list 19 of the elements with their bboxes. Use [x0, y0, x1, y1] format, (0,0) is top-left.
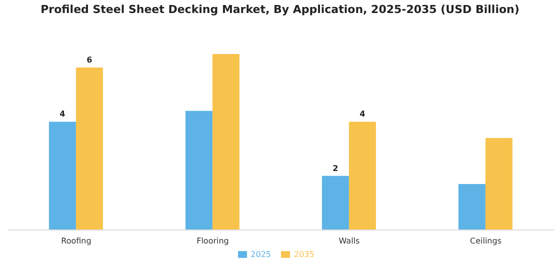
legend-label: 2025: [250, 250, 271, 259]
x-tick-label: Walls: [338, 236, 360, 246]
chart-title: Profiled Steel Sheet Decking Market, By Application, 2025-2035 (USD Billion): [40, 3, 520, 16]
bar: [212, 54, 240, 230]
data-label: 2: [332, 164, 338, 173]
bar: [322, 176, 349, 230]
bar: [185, 110, 212, 230]
data-label: 6: [86, 56, 93, 65]
x-tick-label: Roofing: [61, 236, 92, 246]
data-label: 4: [360, 110, 366, 119]
x-tick-label: Flooring: [196, 236, 229, 246]
x-tick-label: Ceilings: [470, 236, 502, 246]
data-label: 4: [60, 110, 66, 119]
bar: [48, 122, 76, 230]
bar: [458, 184, 486, 230]
bar: [76, 68, 103, 230]
legend-label: 2035: [294, 250, 314, 259]
bar: [485, 138, 512, 230]
bar: [348, 122, 376, 230]
